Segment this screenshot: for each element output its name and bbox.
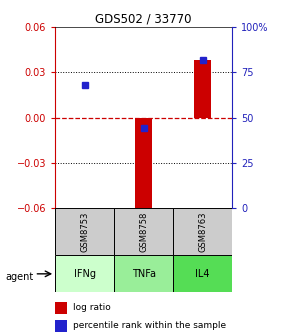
Bar [55, 255, 114, 292]
Text: IFNg: IFNg [74, 269, 96, 279]
Text: percentile rank within the sample: percentile rank within the sample [73, 322, 226, 330]
Bar [173, 255, 232, 292]
Text: GSM8763: GSM8763 [198, 212, 207, 252]
Bar [114, 208, 173, 255]
Text: agent: agent [6, 272, 34, 282]
Bar [114, 255, 173, 292]
Bar [194, 60, 211, 118]
Bar [55, 208, 114, 255]
Title: GDS502 / 33770: GDS502 / 33770 [95, 13, 192, 26]
Text: TNFa: TNFa [132, 269, 155, 279]
Bar [55, 302, 67, 314]
Text: GSM8753: GSM8753 [80, 212, 89, 252]
Bar [173, 208, 232, 255]
Text: IL4: IL4 [195, 269, 210, 279]
Bar [135, 118, 153, 216]
Text: GSM8758: GSM8758 [139, 212, 148, 252]
Bar [55, 320, 67, 332]
Text: log ratio: log ratio [73, 303, 110, 312]
